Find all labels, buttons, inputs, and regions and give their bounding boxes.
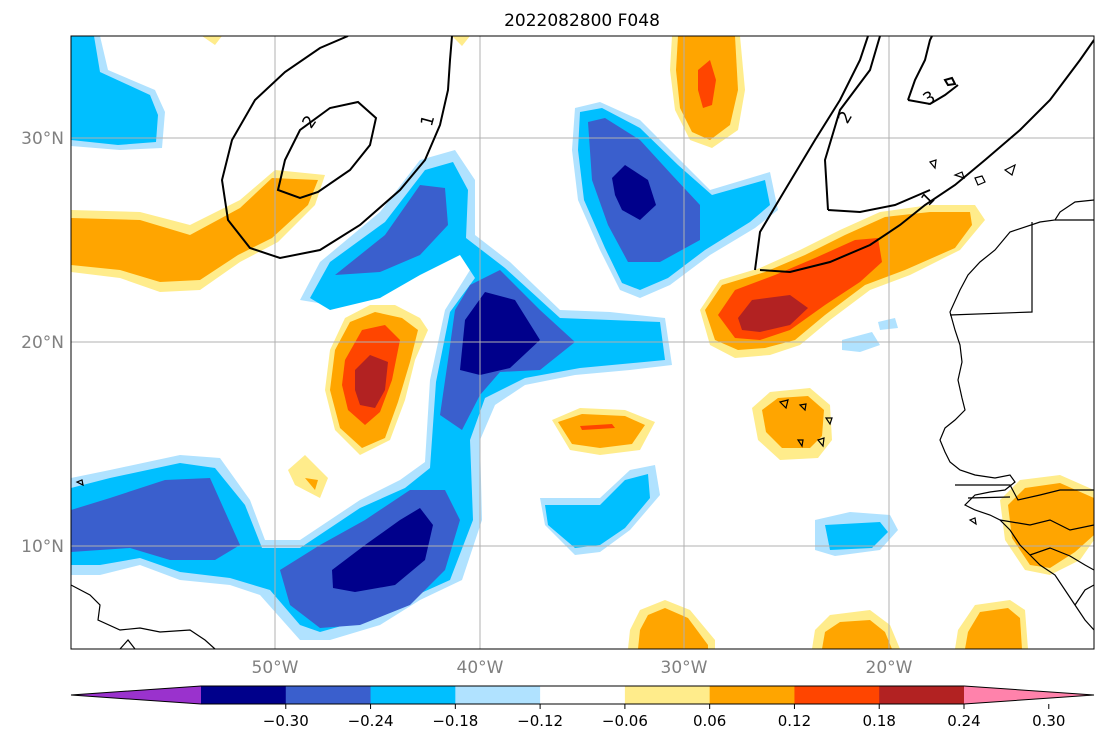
map-frame [70, 35, 1095, 650]
lon-label: 50°W [252, 658, 299, 678]
latitude-labels: 30°N 20°N 10°N [21, 129, 64, 557]
longitude-labels: 50°W 40°W 30°W 20°W [252, 658, 913, 678]
colorbar-extend-max [964, 686, 1094, 704]
colorbar: −0.30 −0.24 −0.18 −0.12 −0.06 0.06 0.12 0.18 0.2… [70, 685, 1095, 730]
anomaly-region-32w-28n [572, 102, 778, 298]
lon-label: 20°W [866, 658, 913, 678]
lon-label: 40°W [457, 658, 504, 678]
gridlines [71, 36, 1094, 649]
colorbar-segment [370, 686, 456, 704]
colorbar-tick-label: 0.30 [1032, 712, 1065, 730]
anomaly-region-small-negatives [540, 318, 898, 556]
contour-label: 1 [417, 113, 439, 129]
lon-label: 30°W [661, 658, 708, 678]
colorbar-tick-label: −0.18 [432, 712, 478, 730]
colorbar-segment [455, 686, 541, 704]
colorbar-tick-label: −0.06 [602, 712, 648, 730]
colorbar-tick-label: 0.06 [693, 712, 726, 730]
map-title: 2022082800 F048 [504, 11, 660, 31]
colorbar-tick-label: −0.12 [517, 712, 563, 730]
colorbar-segment [285, 686, 372, 704]
coastlines [71, 159, 1094, 649]
lat-label: 20°N [21, 333, 64, 353]
colorbar-segment [879, 686, 965, 704]
lat-label: 10°N [21, 537, 64, 557]
colorbar-segment [709, 686, 795, 704]
colorbar-outline [70, 685, 1095, 705]
negative-anomaly-regions [71, 36, 672, 640]
colorbar-segment [624, 686, 711, 704]
map-area: 2 1 2 3 1 [71, 36, 1094, 649]
colorbar-segment [540, 686, 626, 704]
colorbar-segment [794, 686, 880, 704]
colorbar-tick-label: −0.30 [263, 712, 309, 730]
colorbar-tick-label: −0.24 [348, 712, 394, 730]
colorbar-tick-label: 0.24 [947, 712, 980, 730]
colorbar-extend-min [71, 686, 201, 704]
contour-lines [220, 36, 1094, 274]
colorbar-tick-label: 0.12 [778, 712, 811, 730]
lat-label: 30°N [21, 129, 64, 149]
colorbar-segment [201, 686, 287, 704]
colorbar-tick-label: 0.18 [863, 712, 896, 730]
positive-anomaly-regions [71, 36, 1094, 649]
